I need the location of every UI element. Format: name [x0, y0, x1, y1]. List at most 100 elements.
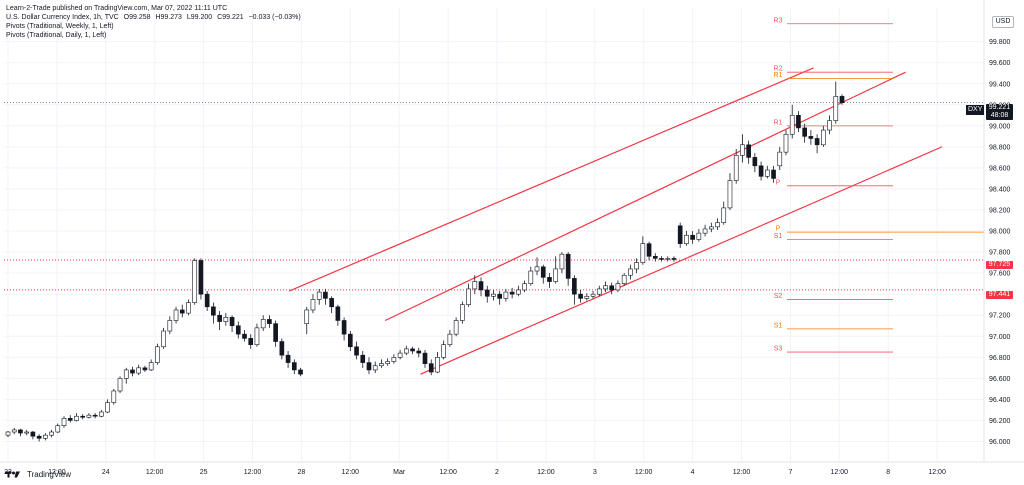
candle — [416, 347, 422, 358]
pivot-label: R1 — [774, 72, 783, 79]
candle — [715, 218, 720, 230]
candle-body — [503, 291, 509, 299]
level-low-tag: 97.441 — [986, 291, 1013, 299]
candle — [254, 323, 260, 347]
candle-body — [671, 258, 677, 260]
candle — [503, 288, 509, 302]
candle — [472, 275, 478, 295]
candle-body — [397, 352, 403, 358]
candle-body — [416, 350, 422, 354]
y-tick-label: 97.200 — [989, 313, 1011, 320]
candle — [677, 222, 683, 248]
candle — [341, 317, 347, 341]
candle — [379, 359, 384, 368]
candle — [422, 349, 428, 368]
candle-body — [161, 330, 166, 348]
candle-body — [615, 283, 621, 291]
x-tick-label: 28 — [298, 469, 306, 476]
indicator-weekly-pivots[interactable]: Pivots (Traditional, Weekly, 1, Left) — [6, 23, 114, 30]
y-tick-label: 96.600 — [989, 376, 1011, 383]
candle — [372, 361, 378, 374]
candle-body — [61, 418, 67, 426]
candle — [161, 327, 166, 349]
candle-body — [360, 354, 366, 363]
candle-body — [652, 256, 658, 259]
candle-body — [372, 365, 378, 371]
candle — [559, 252, 565, 274]
candle-body — [565, 253, 571, 279]
y-tick-label: 99.600 — [989, 60, 1011, 67]
candle-body — [740, 144, 745, 156]
candle-body — [572, 278, 577, 295]
candle-body — [155, 346, 160, 363]
candle — [291, 359, 297, 375]
candle-body — [522, 283, 527, 291]
candle-body — [254, 327, 260, 345]
candle — [596, 285, 602, 297]
x-tick-label: 12:00 — [537, 469, 555, 476]
candle — [179, 304, 185, 318]
candle-body — [179, 309, 185, 314]
candle — [273, 320, 278, 347]
candle — [796, 111, 801, 133]
candle — [783, 130, 789, 156]
bar-countdown: 48:08 — [990, 112, 1009, 119]
candle — [696, 228, 702, 242]
chart-header-symbol: U.S. Dollar Currency Index, 1h, TVC O99.… — [6, 13, 304, 22]
candle-body — [491, 293, 496, 297]
candle-body — [621, 274, 627, 284]
candle — [833, 81, 839, 124]
candle-body — [771, 169, 776, 179]
attribution-text: Learn-2-Trade published on TradingView.c… — [6, 5, 228, 12]
candle — [447, 329, 453, 347]
candle — [111, 388, 117, 405]
x-tick-label: 7 — [788, 469, 792, 476]
candle-body — [708, 226, 714, 230]
symbol-name[interactable]: U.S. Dollar Currency Index, 1h, TVC — [6, 14, 119, 21]
indicator-legend: Pivots (Traditional, Weekly, 1, Left) Pi… — [6, 22, 114, 40]
candle-body — [36, 435, 42, 439]
candle — [497, 291, 503, 305]
y-tick-label: 98.000 — [989, 229, 1011, 236]
candle — [821, 125, 826, 147]
y-tick-label: 96.400 — [989, 397, 1011, 404]
candle-body — [24, 431, 29, 434]
candle-body — [646, 243, 652, 257]
candle — [584, 293, 590, 301]
trend-channel-line — [288, 67, 814, 292]
pivot-label: P — [776, 226, 781, 233]
candle-body — [584, 295, 590, 299]
candle — [590, 291, 596, 299]
candle-body — [783, 133, 789, 153]
y-tick-label: 99.400 — [989, 81, 1011, 88]
candle-body — [74, 415, 79, 421]
candle — [155, 343, 160, 365]
candle — [49, 429, 54, 438]
ohlc-change: −0.033 (−0.03%) — [248, 14, 301, 21]
candle — [540, 264, 546, 284]
candle-body — [136, 367, 142, 374]
candle-body — [497, 293, 503, 299]
candle — [67, 415, 73, 423]
last-price-value: 99.221 — [988, 104, 1011, 111]
currency-selector[interactable]: USD — [992, 16, 1014, 28]
candle-body — [509, 291, 515, 295]
candle-body — [111, 390, 117, 403]
candle-body — [335, 306, 341, 321]
candle — [329, 296, 334, 314]
indicator-daily-pivots[interactable]: Pivots (Traditional, Daily, 1, Left) — [6, 32, 107, 39]
candle — [167, 316, 173, 335]
candle — [347, 331, 353, 351]
candle — [242, 329, 247, 342]
footer-branding[interactable]: TradingView — [4, 470, 71, 479]
candle-body — [267, 319, 272, 324]
candle-body — [204, 293, 210, 308]
candle — [684, 231, 689, 246]
candle-body — [628, 268, 633, 276]
x-tick-label: 12:00 — [635, 469, 653, 476]
candle — [460, 301, 465, 324]
candle — [789, 104, 795, 139]
candle — [229, 315, 235, 333]
x-tick-label: 25 — [200, 469, 208, 476]
